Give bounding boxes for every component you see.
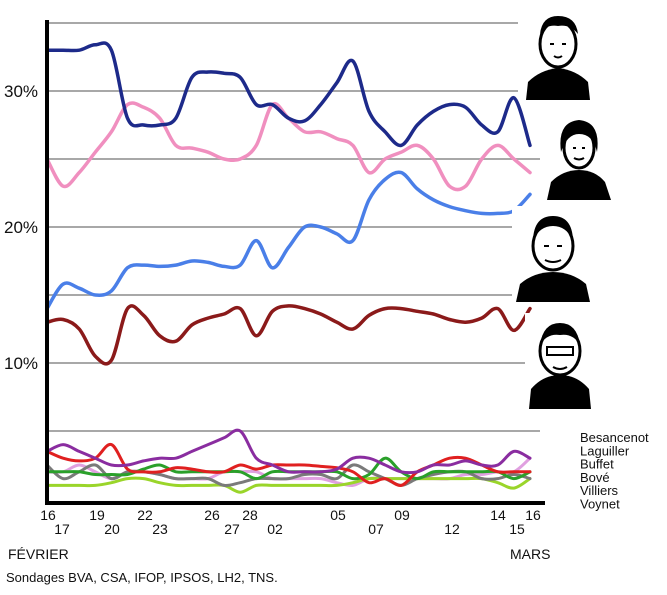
series-line-royal xyxy=(45,101,532,192)
series-line-lepen xyxy=(45,304,532,366)
portrait-sarkozy xyxy=(518,4,598,100)
legend-item-laguiller: Laguiller xyxy=(580,443,630,458)
gridlines xyxy=(47,22,540,432)
series-line-sarkozy xyxy=(45,41,532,148)
x-tick-label: 28 xyxy=(242,507,258,523)
month-label-fevrier: FÉVRIER xyxy=(8,546,69,562)
x-tick-label: 14 xyxy=(490,507,506,523)
portrait-royal xyxy=(541,112,617,200)
legend: BesancenotLaguillerBuffetBovéVilliersVoy… xyxy=(580,430,649,512)
legend-item-besancenot: Besancenot xyxy=(580,430,649,445)
x-tick-label: 22 xyxy=(137,507,153,523)
x-tick-label: 20 xyxy=(104,521,120,537)
series-layer xyxy=(45,41,532,494)
x-tick-label: 16 xyxy=(40,507,56,523)
x-tick-label: 15 xyxy=(509,521,525,537)
month-label-mars: MARS xyxy=(510,546,551,562)
series-line-villiers xyxy=(45,476,532,494)
portrait-lepen xyxy=(525,313,595,409)
x-tick-label: 27 xyxy=(224,521,240,537)
legend-item-villiers: Villiers xyxy=(580,483,619,498)
x-tick-label: 09 xyxy=(394,507,410,523)
source-note: Sondages BVA, CSA, IFOP, IPSOS, LH2, TNS… xyxy=(6,570,278,585)
x-tick-label: 02 xyxy=(267,521,283,537)
legend-item-buffet: Buffet xyxy=(580,457,614,472)
x-tick-label: 19 xyxy=(89,507,105,523)
axes xyxy=(45,20,545,505)
x-tick-label: 05 xyxy=(330,507,346,523)
y-tick-label: 30% xyxy=(4,82,38,101)
x-tick-label: 07 xyxy=(368,521,384,537)
legend-item-bove: Bové xyxy=(580,470,610,485)
x-tick-label: 23 xyxy=(152,521,168,537)
x-tick-label: 26 xyxy=(204,507,220,523)
x-tick-label: 16 xyxy=(525,507,541,523)
x-tick-label: 17 xyxy=(54,521,70,537)
y-tick-label: 20% xyxy=(4,218,38,237)
series-line-besancenot xyxy=(45,428,532,475)
series-line-laguiller xyxy=(45,443,532,487)
legend-item-voynet: Voynet xyxy=(580,497,620,512)
portrait-bayrou xyxy=(512,206,594,302)
y-tick-label: 10% xyxy=(4,354,38,373)
series-line-bayrou xyxy=(45,170,532,311)
y-tick-labels: 10% 20% 30% xyxy=(4,82,38,373)
x-tick-label: 12 xyxy=(444,521,460,537)
